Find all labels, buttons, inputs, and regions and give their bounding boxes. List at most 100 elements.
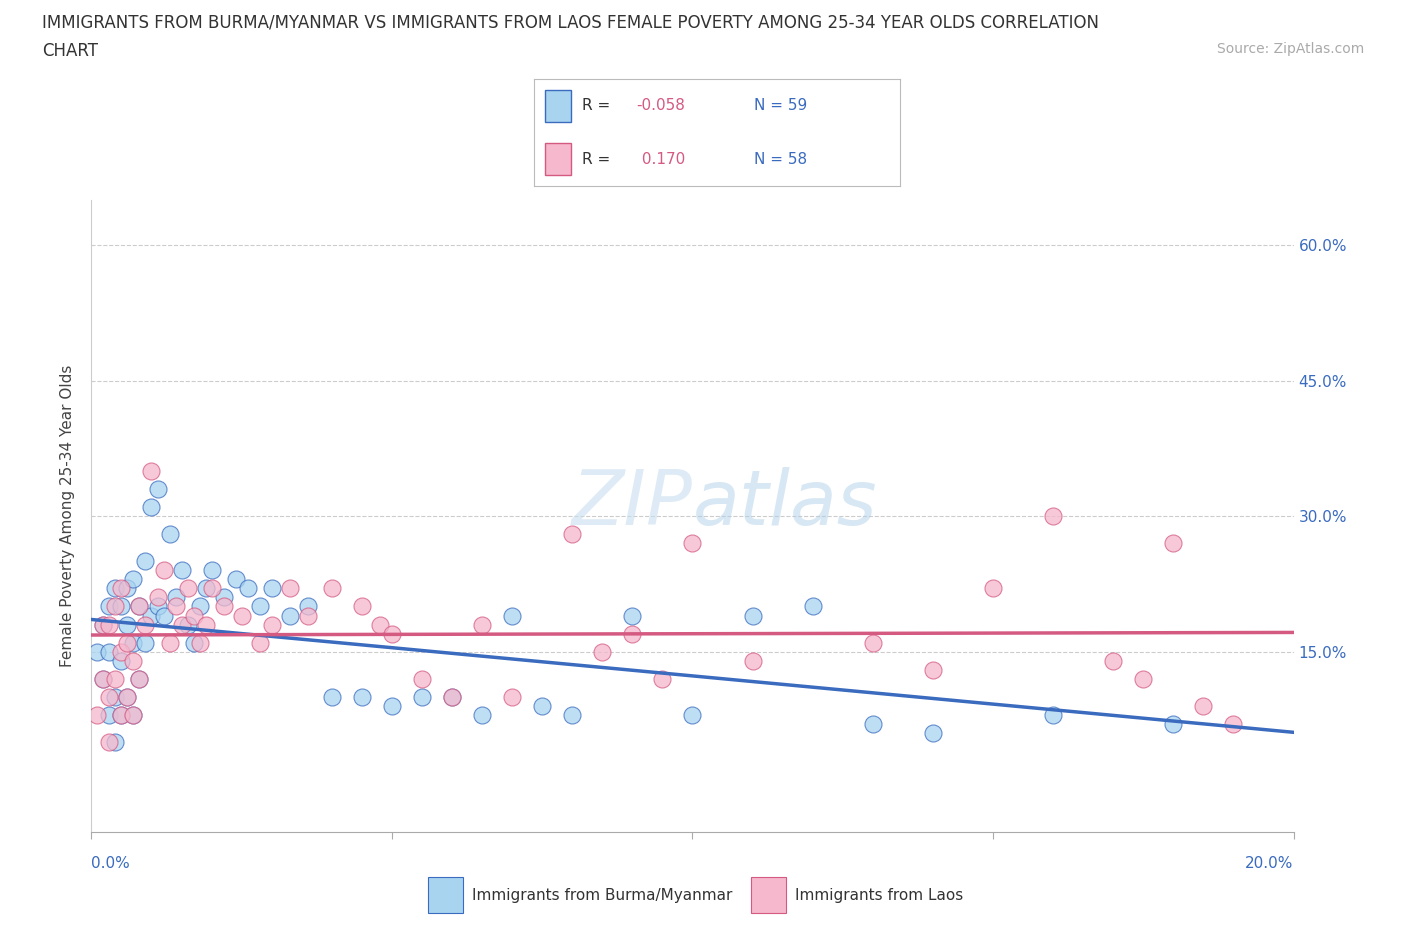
Point [117,689,139,704]
Point [98,599,121,614]
Point [104,671,127,686]
Point [411,671,433,686]
Point [321,581,343,596]
Point [98,644,121,659]
Text: 0.0%: 0.0% [91,856,131,870]
Point [1102,653,1125,668]
Point [170,618,193,632]
Point [381,698,404,713]
Point [98,735,121,750]
Point [922,662,945,677]
Point [134,618,156,632]
Point [117,689,139,704]
Point [471,618,494,632]
Point [98,618,121,632]
Text: 20.0%: 20.0% [1246,856,1294,870]
Point [93,671,115,686]
Point [104,599,127,614]
Point [321,689,343,704]
Point [141,463,163,478]
Point [183,635,205,650]
Point [134,554,156,569]
Point [368,618,391,632]
Point [104,581,127,596]
Point [501,608,523,623]
Point [141,499,163,514]
Point [249,635,271,650]
Text: R =: R = [582,152,620,166]
Point [681,708,703,723]
Point [86,644,108,659]
Point [183,608,205,623]
Point [350,689,373,704]
Bar [546,143,571,175]
Point [201,581,224,596]
Point [110,644,132,659]
Point [741,653,763,668]
Point [1132,671,1154,686]
Point [98,689,121,704]
Point [212,599,235,614]
Point [440,689,463,704]
Point [93,618,115,632]
Point [651,671,673,686]
Point [165,599,187,614]
Point [1042,509,1064,524]
Point [176,581,198,596]
Point [981,581,1004,596]
Point [801,599,824,614]
Text: N = 58: N = 58 [754,152,807,166]
Point [165,590,187,604]
Point [170,563,193,578]
Point [159,526,181,541]
Point [922,725,945,740]
Point [93,618,115,632]
Point [117,618,139,632]
Point [128,671,150,686]
Point [1222,716,1244,731]
Point [176,618,198,632]
Point [531,698,554,713]
Text: CHART: CHART [42,42,98,60]
Point [146,482,169,497]
Point [159,635,181,650]
Point [104,735,127,750]
Point [411,689,433,704]
Point [260,618,283,632]
Point [561,526,583,541]
Text: ZIP: ZIP [572,467,692,540]
Text: Immigrants from Laos: Immigrants from Laos [796,887,963,903]
Point [152,608,174,623]
Point [297,599,319,614]
Bar [751,877,786,913]
Point [122,653,145,668]
Point [225,572,247,587]
Point [117,635,139,650]
Point [128,671,150,686]
Point [681,536,703,551]
Point [862,635,884,650]
Point [141,608,163,623]
Point [117,581,139,596]
Point [122,635,145,650]
Point [188,635,211,650]
Point [1042,708,1064,723]
Point [621,626,644,641]
Point [201,563,224,578]
Point [98,708,121,723]
Point [110,708,132,723]
Point [122,708,145,723]
Y-axis label: Female Poverty Among 25-34 Year Olds: Female Poverty Among 25-34 Year Olds [60,365,76,668]
Point [381,626,404,641]
Bar [429,877,463,913]
Point [110,708,132,723]
Text: 0.170: 0.170 [637,152,685,166]
Text: R =: R = [582,99,614,113]
Point [194,581,217,596]
Point [128,599,150,614]
Point [350,599,373,614]
Point [231,608,253,623]
Point [741,608,763,623]
Text: Source: ZipAtlas.com: Source: ZipAtlas.com [1216,42,1364,56]
Text: N = 59: N = 59 [754,99,807,113]
